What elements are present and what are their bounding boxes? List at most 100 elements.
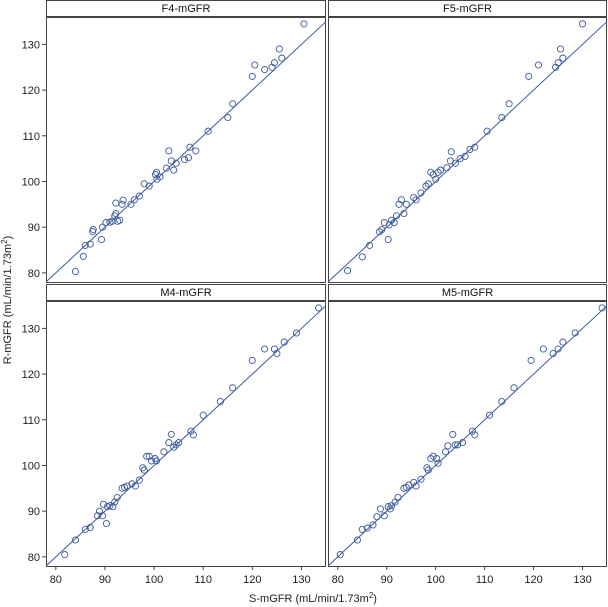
data-point (363, 524, 371, 532)
panel-strip (328, 284, 607, 301)
data-point (162, 164, 170, 172)
data-point (483, 127, 491, 135)
panel-f4-mgfr: F4-mGFR (45, 0, 327, 283)
data-point (549, 349, 557, 358)
y-tick-label: 130 (22, 39, 40, 51)
x-tick-label: 110 (476, 574, 494, 586)
x-tick-label: 90 (381, 574, 393, 586)
data-point (109, 503, 117, 511)
data-point (152, 168, 161, 176)
data-point (112, 209, 120, 218)
x-tick-label: 90 (99, 574, 111, 586)
x-tick-label: 130 (573, 574, 591, 586)
y-tick-label: 90 (28, 506, 40, 518)
data-point (248, 356, 256, 364)
data-point (498, 397, 506, 406)
panel-strip (46, 284, 326, 301)
data-point (598, 304, 606, 312)
data-point (248, 72, 256, 80)
identity-line (327, 305, 608, 567)
data-point (261, 65, 269, 74)
data-point (165, 147, 173, 155)
data-point (106, 502, 114, 510)
data-point (434, 459, 442, 467)
y-tick-label: 90 (28, 222, 40, 234)
data-point (116, 216, 124, 224)
data-point (270, 59, 278, 67)
data-point (556, 45, 565, 53)
y-tick-label: 100 (22, 460, 40, 472)
data-point (554, 345, 562, 353)
panel-title: M5-mGFR (442, 287, 493, 299)
data-point (315, 304, 323, 312)
panel-strip (328, 0, 607, 17)
data-point (113, 493, 121, 502)
data-point (131, 482, 139, 490)
data-point (353, 536, 361, 544)
data-point (434, 168, 442, 176)
data-point (278, 54, 286, 62)
data-point (424, 180, 432, 188)
data-point (412, 196, 420, 204)
x-tick-label: 100 (145, 574, 163, 586)
data-point (412, 482, 420, 490)
y-tick-label: 110 (22, 415, 40, 427)
data-point (170, 166, 178, 174)
data-point (388, 502, 396, 510)
data-point (384, 503, 392, 511)
y-tick-label: 80 (28, 268, 40, 280)
panel-title: M4-mGFR (160, 287, 211, 299)
data-point (94, 512, 102, 520)
x-tick-label: 130 (292, 574, 310, 586)
data-point (534, 61, 543, 69)
data-point (71, 267, 80, 276)
data-point (71, 536, 80, 544)
data-point (98, 223, 107, 231)
data-point (578, 20, 587, 28)
data-point (119, 196, 127, 204)
data-point (81, 241, 89, 249)
panel-m5-mgfr: M5-mGFR (327, 284, 608, 567)
data-point (229, 384, 237, 392)
data-point (184, 154, 193, 162)
data-point (527, 356, 535, 364)
data-point (86, 240, 94, 248)
identity-line (45, 21, 327, 283)
data-point (559, 54, 567, 62)
data-point (485, 411, 494, 419)
data-point (375, 228, 383, 236)
x-tick-label: 120 (243, 574, 261, 586)
data-point (397, 196, 405, 204)
x-tick-label: 110 (194, 574, 212, 586)
data-point (175, 439, 183, 447)
panel-frame (328, 301, 607, 567)
y-tick-label: 100 (22, 176, 40, 188)
data-point (468, 427, 476, 435)
data-point (130, 196, 138, 204)
data-point (554, 59, 562, 67)
data-point (224, 113, 232, 122)
data-point (229, 100, 237, 108)
data-point (61, 551, 69, 559)
panel-title: F4-mGFR (162, 3, 211, 15)
data-point (394, 493, 402, 502)
y-tick-label: 110 (22, 131, 40, 143)
data-point (505, 100, 513, 108)
x-tick-label: 80 (50, 574, 62, 586)
data-point (400, 209, 408, 218)
data-point (143, 452, 151, 460)
data-point (461, 152, 469, 160)
data-point (275, 45, 283, 53)
data-point (443, 164, 451, 172)
data-point (402, 483, 410, 491)
data-point (390, 219, 398, 227)
data-point (447, 148, 455, 156)
data-point (539, 345, 547, 353)
data-point (410, 193, 418, 202)
x-axis-title: S-mGFR (mL/min/1.73m2) (249, 591, 377, 605)
panel-title: F5-mGFR (443, 3, 492, 15)
data-point (402, 200, 410, 208)
data-point (204, 127, 212, 135)
data-point (167, 430, 175, 438)
data-point (392, 212, 401, 220)
